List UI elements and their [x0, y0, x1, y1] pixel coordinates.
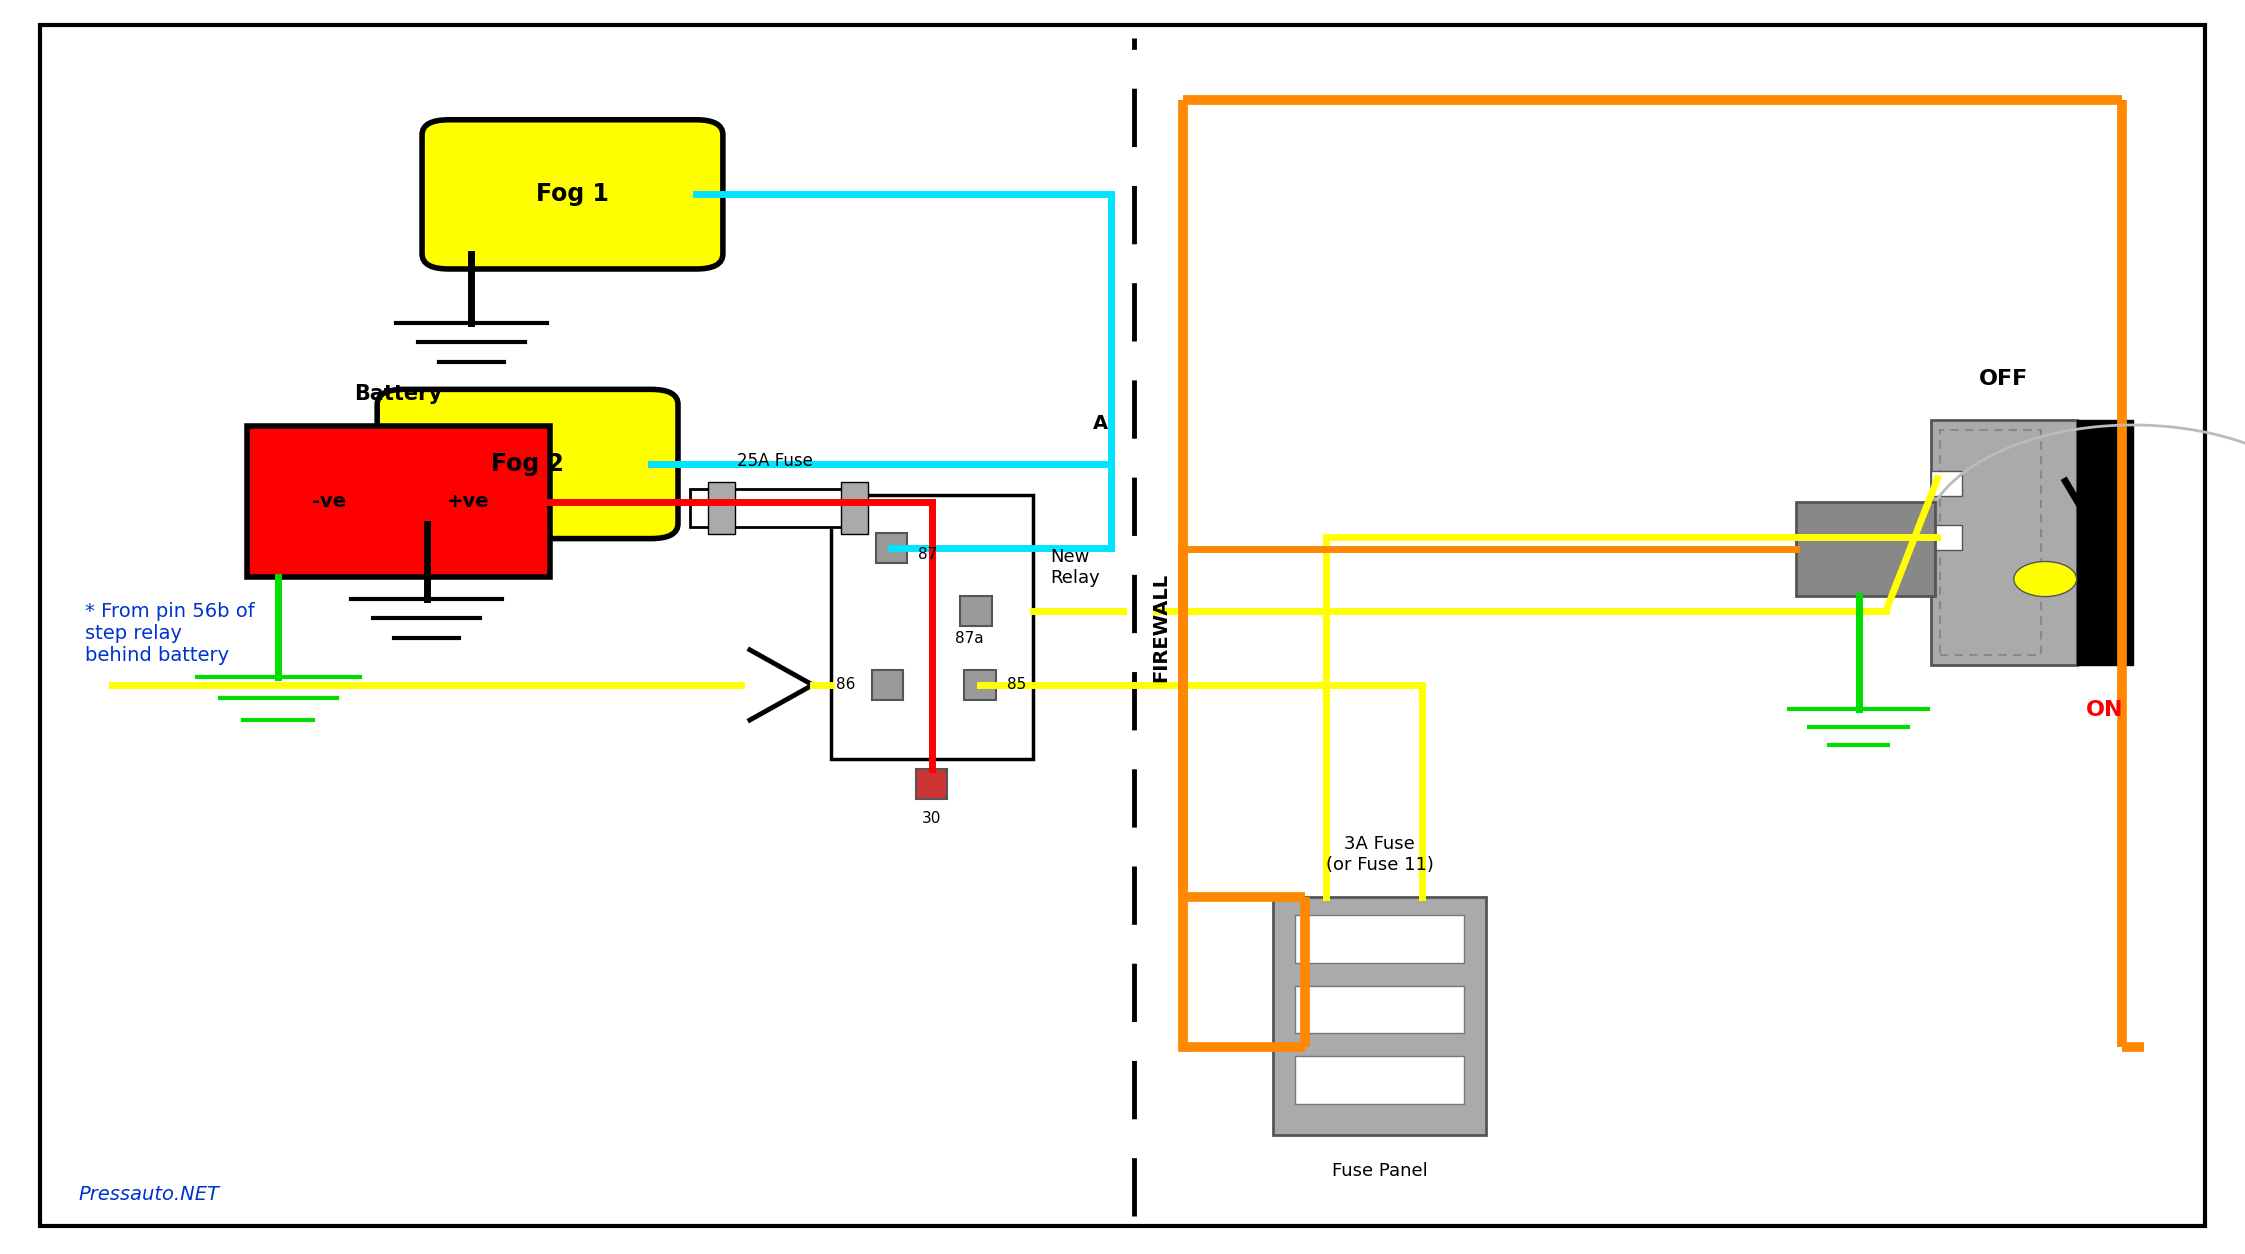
Text: Fog 1: Fog 1 — [537, 182, 608, 207]
Bar — [1295, 1056, 1464, 1104]
Text: Pressauto.NET: Pressauto.NET — [79, 1185, 220, 1204]
Bar — [876, 533, 907, 563]
Bar — [1295, 915, 1464, 963]
Text: Fuse Panel: Fuse Panel — [1331, 1162, 1428, 1180]
Text: 87: 87 — [918, 547, 938, 562]
Bar — [709, 482, 736, 534]
Text: 3A Fuse
(or Fuse 11): 3A Fuse (or Fuse 11) — [1325, 835, 1435, 874]
Text: Fog 2: Fog 2 — [492, 451, 563, 477]
Text: A: A — [1093, 414, 1107, 433]
Text: 87a: 87a — [954, 631, 983, 646]
Text: * From pin 56b of
step relay
behind battery: * From pin 56b of step relay behind batt… — [85, 602, 256, 665]
Text: Battery: Battery — [355, 384, 442, 404]
Text: 86: 86 — [837, 677, 855, 692]
Circle shape — [2014, 562, 2077, 597]
Bar — [2077, 420, 2133, 665]
Text: 25A Fuse: 25A Fuse — [736, 453, 813, 470]
Bar — [1931, 420, 2077, 665]
Bar — [965, 670, 997, 700]
Bar — [691, 489, 858, 527]
Bar — [831, 495, 1033, 759]
Bar — [247, 426, 550, 577]
Text: OFF: OFF — [1980, 369, 2027, 389]
Text: 30: 30 — [923, 811, 941, 826]
FancyBboxPatch shape — [377, 389, 678, 539]
FancyBboxPatch shape — [422, 120, 723, 270]
Text: New
Relay: New Relay — [1051, 548, 1100, 587]
Text: -ve: -ve — [312, 492, 346, 512]
Bar — [916, 769, 947, 799]
Bar — [1931, 525, 1962, 551]
Bar — [1931, 472, 1962, 497]
Bar — [1940, 430, 2041, 655]
Bar — [961, 596, 992, 626]
Text: 85: 85 — [1008, 677, 1026, 692]
Bar — [1273, 897, 1486, 1135]
Text: ON: ON — [2086, 700, 2124, 720]
Bar — [1796, 502, 1935, 596]
Bar — [840, 482, 867, 534]
Bar — [1295, 986, 1464, 1033]
Bar — [871, 670, 902, 700]
Text: FIREWALL: FIREWALL — [1152, 572, 1170, 682]
Text: +ve: +ve — [447, 492, 489, 512]
